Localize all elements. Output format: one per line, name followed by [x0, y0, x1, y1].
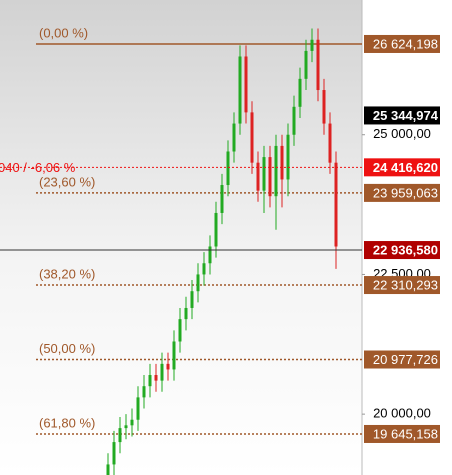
price-box: [364, 34, 440, 53]
price-box: [364, 158, 440, 177]
candle-body: [328, 123, 332, 163]
candle-body: [118, 428, 122, 443]
current-label: 040 / -6,06 %: [0, 160, 76, 175]
candle-body: [172, 341, 176, 370]
candle-body: [202, 263, 206, 275]
candle-body: [184, 307, 188, 320]
candle-body: [256, 162, 260, 191]
plot-area: [0, 0, 362, 475]
price-box-label: 26 624,198: [373, 36, 438, 51]
price-box-label: 22 310,293: [373, 277, 438, 292]
fib-label: (50,00 %): [39, 341, 95, 356]
candle-body: [322, 90, 326, 124]
price-box: [364, 241, 440, 260]
candle-body: [310, 39, 314, 51]
candle-body: [112, 442, 116, 465]
candle-body: [280, 145, 284, 180]
price-box: [364, 276, 440, 295]
candle-body: [148, 375, 152, 387]
candle-body: [274, 145, 278, 197]
fib-label: (38,20 %): [39, 266, 95, 281]
candle-body: [106, 464, 110, 475]
fib-label: (61,80 %): [39, 415, 95, 430]
candle-body: [190, 291, 194, 308]
price-box-label: 22 936,580: [373, 242, 438, 257]
fib-label: (23,60 %): [39, 174, 95, 189]
fib-label: (0,00 %): [39, 25, 88, 40]
candle-body: [286, 134, 290, 180]
price-box: [364, 350, 440, 369]
candle-body: [304, 50, 308, 79]
price-box: [364, 183, 440, 202]
candle-body: [214, 212, 218, 247]
candle-body: [298, 78, 302, 107]
price-box: [364, 106, 440, 125]
candle-body: [124, 425, 128, 429]
candle-body: [220, 185, 224, 213]
price-box-label: 20 977,726: [373, 352, 438, 367]
candle-body: [160, 363, 164, 381]
candle-body: [292, 106, 296, 135]
candle-body: [136, 397, 140, 420]
y-tick-label: 20 000,00: [373, 406, 431, 421]
candle-body: [208, 246, 212, 264]
candle-body: [154, 375, 158, 381]
candle-body: [238, 56, 242, 124]
candle-body: [232, 123, 236, 152]
candle-body: [244, 56, 248, 113]
candle-body: [166, 363, 170, 370]
price-box: [364, 424, 440, 443]
price-box-label: 23 959,063: [373, 185, 438, 200]
price-box-label: 24 416,620: [373, 160, 438, 175]
candle-body: [178, 319, 182, 342]
candle-body: [316, 39, 320, 91]
y-tick-label: 25 000,00: [373, 126, 431, 141]
candle-body: [250, 112, 254, 163]
candle-body: [142, 386, 146, 398]
candle-body: [226, 151, 230, 186]
candle-body: [334, 162, 338, 247]
candle-body: [130, 419, 134, 426]
candle-body: [196, 274, 200, 292]
candle-body: [262, 157, 266, 191]
price-box-label: 25 344,974: [373, 108, 439, 123]
candle-body: [268, 157, 272, 197]
price-box-label: 19 645,158: [373, 426, 438, 441]
